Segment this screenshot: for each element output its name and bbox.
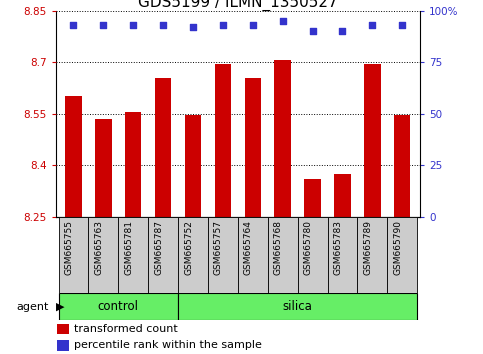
Bar xyxy=(387,217,417,293)
Text: GSM665789: GSM665789 xyxy=(363,220,372,275)
Bar xyxy=(298,217,327,293)
Point xyxy=(249,22,256,28)
Bar xyxy=(274,61,291,217)
Bar xyxy=(58,217,88,293)
Bar xyxy=(148,217,178,293)
Point xyxy=(398,22,406,28)
Bar xyxy=(327,217,357,293)
Point xyxy=(219,22,227,28)
Text: GSM665790: GSM665790 xyxy=(393,220,402,275)
Text: GSM665757: GSM665757 xyxy=(214,220,223,275)
Text: GSM665783: GSM665783 xyxy=(333,220,342,275)
Text: GSM665787: GSM665787 xyxy=(154,220,163,275)
Point xyxy=(70,22,77,28)
Bar xyxy=(57,324,69,335)
Bar xyxy=(268,217,298,293)
Point xyxy=(279,18,286,24)
Text: agent: agent xyxy=(16,302,48,312)
Point xyxy=(339,28,346,34)
Text: transformed count: transformed count xyxy=(74,324,178,334)
Text: GSM665780: GSM665780 xyxy=(304,220,313,275)
Bar xyxy=(95,119,112,217)
Point xyxy=(189,24,197,30)
Text: GSM665763: GSM665763 xyxy=(94,220,103,275)
Bar xyxy=(88,217,118,293)
Text: GSM665752: GSM665752 xyxy=(184,220,193,275)
Bar xyxy=(178,217,208,293)
Bar xyxy=(394,115,411,217)
Bar xyxy=(244,78,261,217)
Bar xyxy=(304,179,321,217)
Bar xyxy=(238,217,268,293)
Bar xyxy=(334,174,351,217)
Point xyxy=(309,28,316,34)
Title: GDS5199 / ILMN_1350527: GDS5199 / ILMN_1350527 xyxy=(138,0,338,11)
Bar xyxy=(57,340,69,350)
Text: GSM665781: GSM665781 xyxy=(124,220,133,275)
Point xyxy=(99,22,107,28)
Text: GSM665764: GSM665764 xyxy=(244,220,253,275)
Bar xyxy=(125,112,142,217)
Text: control: control xyxy=(98,300,139,313)
Bar xyxy=(58,293,178,320)
Text: ▶: ▶ xyxy=(56,302,64,312)
Point xyxy=(369,22,376,28)
Bar xyxy=(178,293,417,320)
Text: percentile rank within the sample: percentile rank within the sample xyxy=(74,340,262,350)
Bar xyxy=(364,64,381,217)
Bar xyxy=(357,217,387,293)
Bar xyxy=(118,217,148,293)
Bar xyxy=(155,78,171,217)
Bar xyxy=(185,115,201,217)
Text: GSM665755: GSM665755 xyxy=(64,220,73,275)
Point xyxy=(159,22,167,28)
Point xyxy=(129,22,137,28)
Text: GSM665768: GSM665768 xyxy=(274,220,283,275)
Bar xyxy=(215,64,231,217)
Bar xyxy=(208,217,238,293)
Bar xyxy=(65,96,82,217)
Text: silica: silica xyxy=(283,300,313,313)
